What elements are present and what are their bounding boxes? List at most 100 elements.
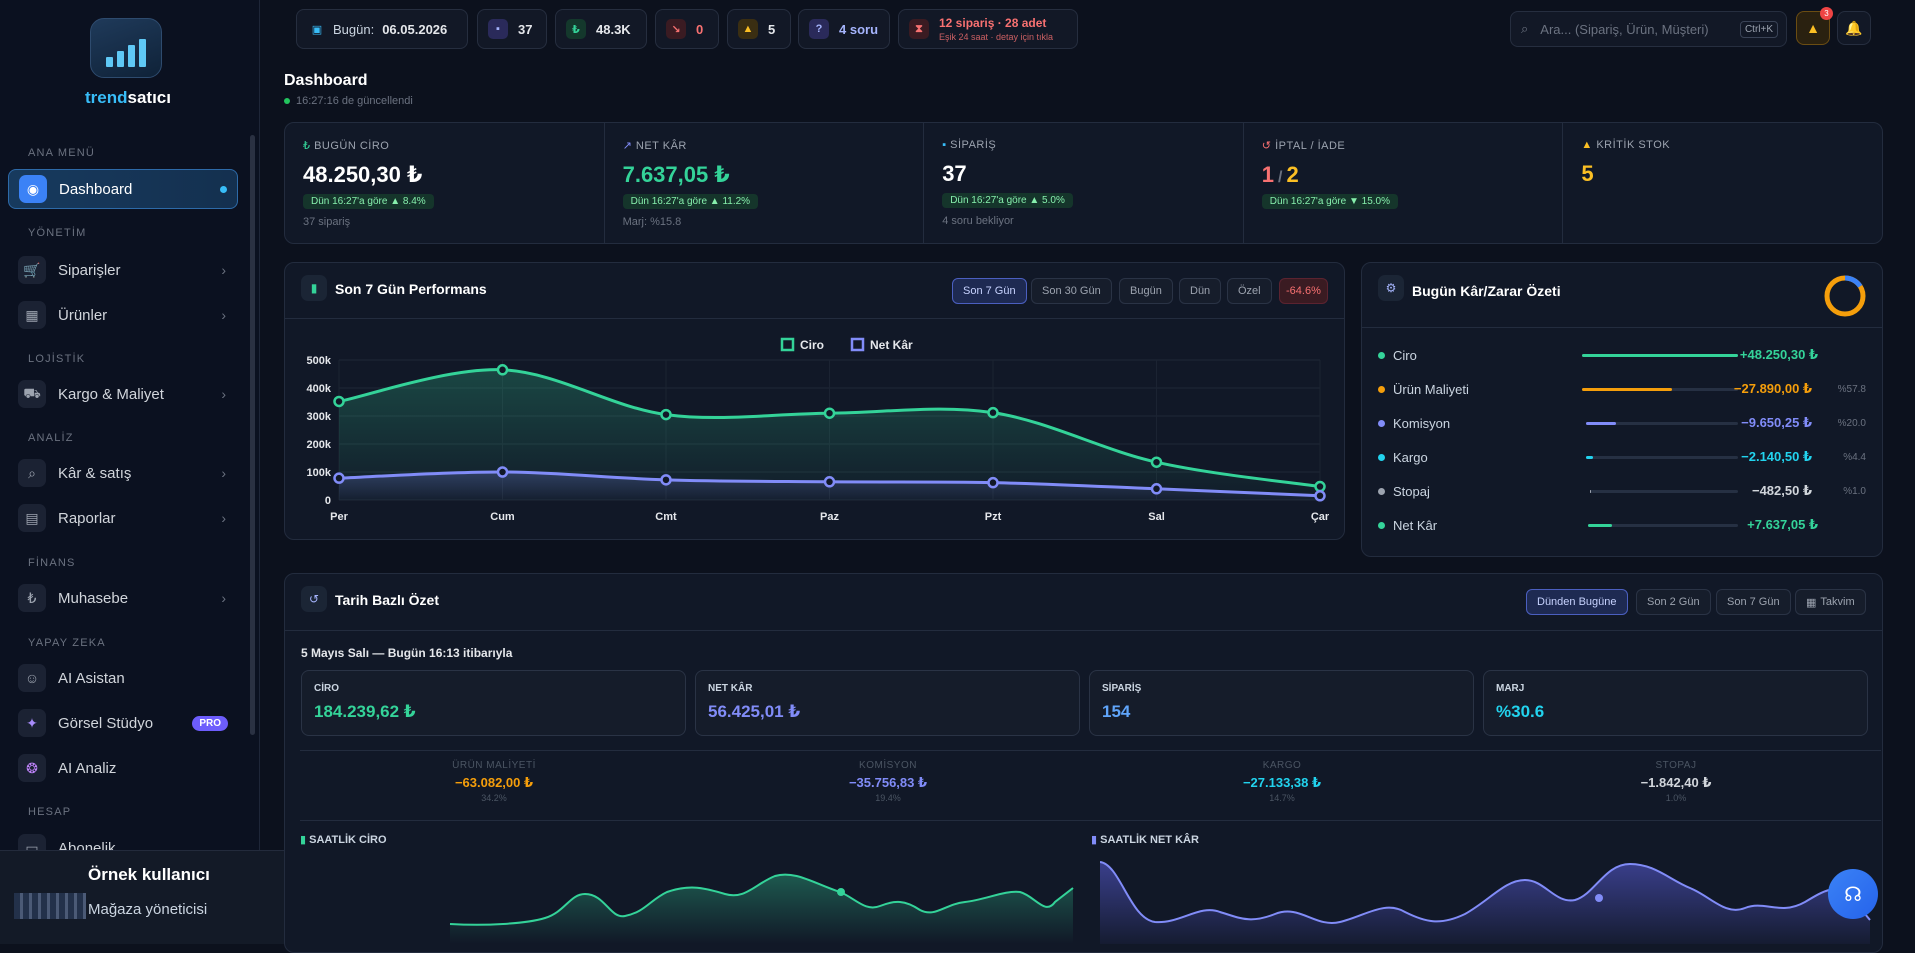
series-dot <box>1378 351 1385 359</box>
sidebar-item-label: Raporlar <box>58 509 116 527</box>
range-today[interactable]: Bugün <box>1119 278 1173 304</box>
series-dot <box>1378 521 1385 529</box>
sidebar-item-shipping[interactable]: ⛟ Kargo & Maliyet › <box>8 374 238 414</box>
logo-icon <box>90 18 162 78</box>
pl-row: Ciro +48.250,30 ₺ <box>1378 345 1866 365</box>
kpi-orders[interactable]: ▪ SİPARİŞ 37 Dün 16:27'a göre ▲ 5.0% 4 s… <box>924 123 1244 243</box>
pl-row: Ürün Maliyeti −27.890,00 ₺ %57.8 <box>1378 379 1866 399</box>
chevron-right-icon: › <box>221 386 226 402</box>
range-7-days[interactable]: Son 7 Gün <box>952 278 1027 304</box>
pl-value: −482,50 ₺ <box>1751 483 1812 498</box>
sidebar-item-label: Görsel Stüdyo <box>58 714 154 732</box>
range-custom[interactable]: Özel <box>1227 278 1272 304</box>
kpi-net-profit[interactable]: ↗ NET KÂR 7.637,05 ₺ Dün 16:27'a göre ▲ … <box>605 123 925 243</box>
calendar-label: Takvim <box>1820 596 1855 608</box>
x-tick-label: Per <box>330 511 348 523</box>
pl-bar <box>1586 421 1738 425</box>
kpi-revenue[interactable]: ₺ BUGÜN CİRO 48.250,30 ₺ Dün 16:27'a gör… <box>285 123 605 243</box>
section-label: FİNANS <box>28 557 76 569</box>
summary-card[interactable]: MARJ %30.6 <box>1483 670 1868 736</box>
cost-percent: 19.4% <box>875 793 901 803</box>
sidebar-item-label: Muhasebe <box>58 589 129 607</box>
kpi-value: 7.637,05 ₺ <box>622 162 730 187</box>
separator: / <box>1278 169 1283 186</box>
pl-label: Stopaj <box>1393 483 1430 499</box>
kpi-label: NET KÂR <box>635 140 687 152</box>
pl-bar <box>1582 353 1738 357</box>
avatar <box>14 893 86 919</box>
range-7-days[interactable]: Son 7 Gün <box>1716 589 1791 615</box>
pl-row: Net Kâr +7.637,05 ₺ <box>1378 515 1866 535</box>
chart-icon: ▮ <box>300 834 310 846</box>
return-value: 2 <box>1286 162 1299 187</box>
pl-percent: %1.0 <box>1843 485 1866 497</box>
x-tick-label: Cmt <box>655 511 677 523</box>
summary-label: SİPARİŞ <box>1102 683 1142 694</box>
questions-chip[interactable]: ? 4 soru <box>798 9 890 49</box>
user-role: Mağaza yöneticisi <box>88 901 208 918</box>
search-input[interactable]: ⌕ Ara... (Sipariş, Ürün, Müşteri) Ctrl+K <box>1510 11 1787 47</box>
card-title: Tarih Bazlı Özet <box>335 592 439 608</box>
hourglass-icon: ⧗ <box>909 19 929 39</box>
orders-chip[interactable]: ▪ 37 <box>477 9 547 49</box>
kpi-label: KRİTİK STOK <box>1596 139 1671 151</box>
sidebar-scrollbar[interactable] <box>250 135 255 735</box>
section-label: LOJİSTİK <box>28 353 86 365</box>
sidebar-item-profit-sales[interactable]: ⌕ Kâr & satış › <box>8 453 238 493</box>
pl-row: Komisyon −9.650,25 ₺ %20.0 <box>1378 413 1866 433</box>
revenue-chip[interactable]: ₺ 48.3K <box>555 9 647 49</box>
series-area <box>339 369 1320 500</box>
pending-orders-alert[interactable]: ⧗ 12 sipariş · 28 adet Eşik 24 saat · de… <box>898 9 1078 49</box>
kpi-value: 37 <box>942 161 967 186</box>
kpi-cancel-return[interactable]: ↺ İPTAL / İADE 1/2 Dün 16:27'a göre ▼ 15… <box>1244 123 1564 243</box>
performance-line-chart: 0 100k 200k 300k 400k 500k Per Cum Cmt Paz Pzt Sal Ç… <box>307 337 1330 523</box>
revenue-value: 48.3K <box>596 21 631 37</box>
cancel-chip[interactable]: ↘ 0 <box>655 9 719 49</box>
alerts-button[interactable]: ▲ 3 <box>1796 7 1833 45</box>
margin-donut <box>1824 275 1866 317</box>
page-title: Dashboard <box>284 72 368 89</box>
robot-icon: ☺ <box>18 664 46 692</box>
sub-title-text: SAATLİK NET KÂR <box>1100 834 1199 846</box>
sidebar-item-ai-assistant[interactable]: ☺ AI Asistan <box>8 658 238 698</box>
data-point <box>496 364 509 376</box>
sidebar-item-reports[interactable]: ▤ Raporlar › <box>8 498 238 538</box>
brand-name: trendsatıcı <box>85 88 171 107</box>
search-placeholder: Ara... (Sipariş, Ürün, Müşteri) <box>1540 21 1709 37</box>
dashboard-icon: ◉ <box>19 175 47 203</box>
summary-card[interactable]: NET KÂR 56.425,01 ₺ <box>695 670 1080 736</box>
section-label: ANA MENÜ <box>28 147 96 159</box>
cost-label: KOMİSYON <box>859 760 917 771</box>
notifications-button[interactable]: 🔔 <box>1837 11 1871 45</box>
summary-card[interactable]: CİRO 184.239,62 ₺ <box>301 670 686 736</box>
range-yesterday-today[interactable]: Dünden Bugüne <box>1526 589 1628 615</box>
sidebar-item-orders[interactable]: 🛒 Siparişler › <box>8 250 238 290</box>
card-title: Son 7 Gün Performans <box>335 281 487 297</box>
data-point <box>660 408 672 421</box>
summary-subtitle: 5 Mayıs Salı — Bugün 16:13 itibarıyla <box>301 646 513 660</box>
kpi-critical-stock[interactable]: ▲ KRİTİK STOK 5 <box>1563 123 1882 243</box>
data-point <box>1150 456 1163 468</box>
summary-card[interactable]: SİPARİŞ 154 <box>1089 670 1474 736</box>
calendar-button[interactable]: ▦ Takvim <box>1795 589 1866 615</box>
support-button[interactable]: ☊ <box>1828 869 1878 919</box>
range-yesterday[interactable]: Dün <box>1179 278 1222 304</box>
data-point <box>987 406 999 419</box>
cancel-value: 1 <box>1261 162 1275 187</box>
sidebar-item-accounting[interactable]: ₺ Muhasebe › <box>8 578 238 618</box>
sidebar-item-ai-analysis[interactable]: ❂ AI Analiz <box>8 748 238 788</box>
range-2-days[interactable]: Son 2 Gün <box>1636 589 1711 615</box>
sidebar-item-products[interactable]: ▦ Ürünler › <box>8 295 238 335</box>
stock-chip[interactable]: ▲ 5 <box>727 9 791 49</box>
date-chip[interactable]: ▣ Bugün: 06.05.2026 <box>296 9 468 49</box>
sidebar-item-visual-studio[interactable]: ✦ Görsel Stüdyo PRO <box>8 703 238 743</box>
series-dot <box>1378 453 1385 461</box>
data-point <box>1150 483 1163 495</box>
performance-card: ▮ Son 7 Gün Performans Son 7 Gün Son 30 … <box>284 262 1345 540</box>
trend-down-icon: ↘ <box>666 19 686 39</box>
section-label: YÖNETİM <box>28 227 87 239</box>
cart-icon: 🛒 <box>18 256 46 284</box>
sidebar-item-dashboard[interactable]: ◉ Dashboard <box>8 169 238 209</box>
y-tick-label: 100k <box>307 467 332 479</box>
range-30-days[interactable]: Son 30 Gün <box>1031 278 1112 304</box>
